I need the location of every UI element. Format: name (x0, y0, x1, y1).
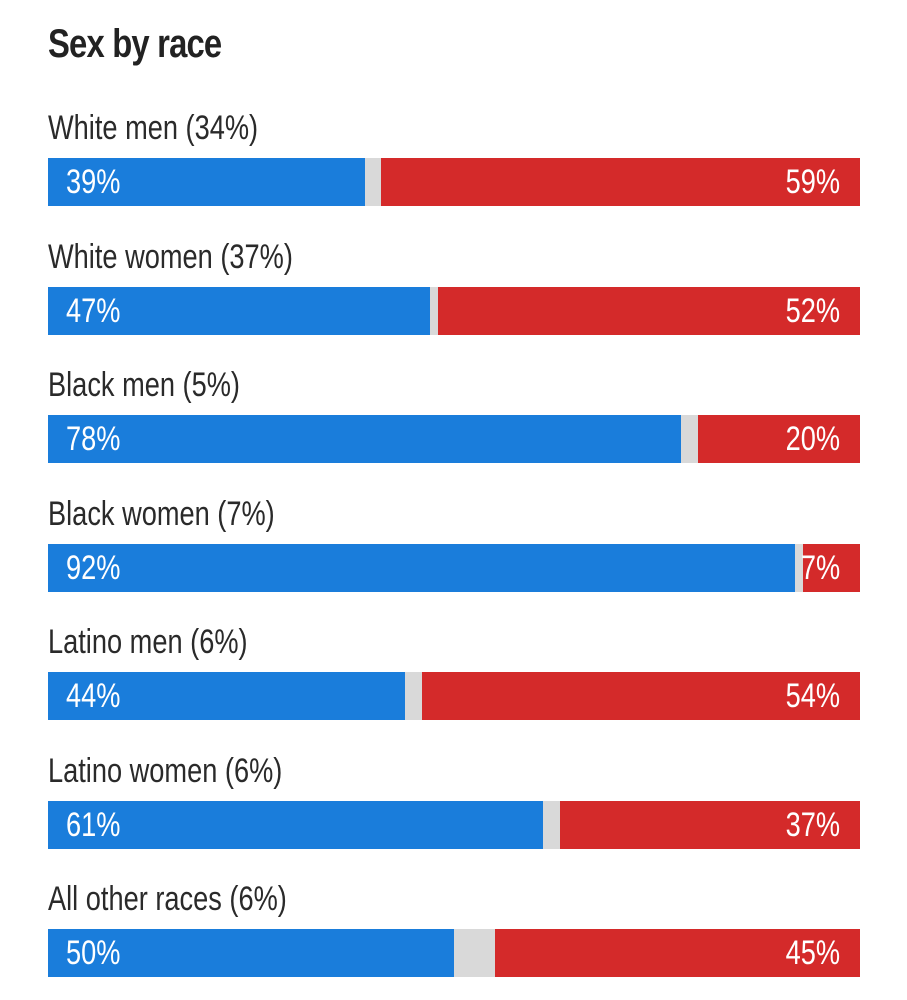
bar-segment-blue (48, 800, 544, 849)
stacked-bar: 39% 59% (48, 158, 860, 206)
category-label: Black women (7%) (48, 494, 275, 533)
data-label-blue: 50% (66, 934, 121, 972)
data-label-red: 7% (800, 548, 840, 587)
data-label-red: 54% (785, 677, 840, 715)
bar-segment-red (421, 672, 860, 720)
stacked-bar: 78% 20% (48, 415, 860, 463)
category-label: Black men (5%) (48, 366, 240, 404)
data-label-red: 52% (785, 291, 840, 330)
data-label-blue: 78% (66, 420, 121, 458)
stacked-bar: 61% 37% (48, 800, 860, 849)
bar-segment-blue (48, 672, 406, 720)
bar-segment-blue (48, 543, 796, 592)
bar-row: White men (34%) 39% 59% (48, 106, 860, 216)
bar-row: White women (37%) 47% 52% (48, 235, 860, 345)
bar-segment-blue (48, 929, 454, 977)
data-label-red: 45% (785, 934, 840, 972)
bar-segment-red (380, 158, 860, 206)
bar-row: All other races (6%) 50% 45% (48, 877, 860, 987)
bar-segment-blue (48, 158, 365, 206)
data-label-red: 59% (785, 163, 840, 201)
data-label-red: 20% (785, 420, 840, 458)
data-label-blue: 61% (66, 805, 121, 844)
data-label-blue: 47% (66, 291, 121, 330)
category-label: Latino men (6%) (48, 623, 248, 661)
data-label-blue: 44% (66, 677, 121, 715)
bar-segment-red (494, 929, 860, 977)
stacked-bar: 44% 54% (48, 672, 860, 720)
bar-segment-blue (48, 286, 430, 335)
bar-segment-red (559, 800, 860, 849)
bar-row: Latino women (6%) 61% 37% (48, 749, 860, 859)
data-label-blue: 92% (66, 548, 121, 587)
bar-segment-blue (48, 415, 682, 463)
category-label: White men (34%) (48, 109, 259, 147)
data-label-blue: 39% (66, 163, 121, 201)
category-label: Latino women (6%) (48, 751, 283, 790)
stacked-bar: 92% 7% (48, 543, 860, 592)
data-label-red: 37% (785, 805, 840, 844)
sex-by-race-chart: Sex by race White men (34%) 39% 59% White w… (48, 0, 860, 1000)
stacked-bar: 47% 52% (48, 286, 860, 335)
category-label: All other races (6%) (48, 880, 287, 918)
chart-title: Sex by race (48, 22, 222, 66)
bar-segment-red (803, 543, 860, 592)
bar-row: Black women (7%) 92% 7% (48, 492, 860, 602)
bar-row: Black men (5%) 78% 20% (48, 363, 860, 473)
bar-segment-red (437, 286, 860, 335)
stacked-bar: 50% 45% (48, 929, 860, 977)
category-label: White women (37%) (48, 237, 293, 276)
bar-row: Latino men (6%) 44% 54% (48, 620, 860, 730)
bar-segment-red (697, 415, 860, 463)
